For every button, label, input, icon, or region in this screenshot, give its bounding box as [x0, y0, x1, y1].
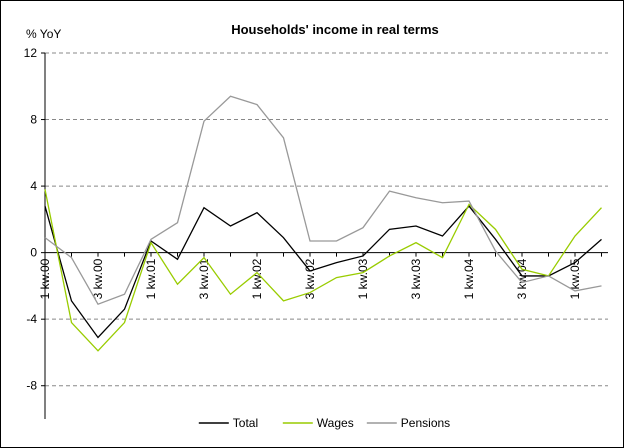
y-tick-label: 8 — [30, 113, 37, 127]
y-tick-label: 12 — [24, 46, 38, 60]
line-series — [44, 95, 602, 306]
legend-label: Pensions — [401, 416, 450, 430]
x-tick-label: 3 kw.00 — [91, 258, 105, 299]
line-series — [44, 189, 602, 352]
legend-label: Wages — [317, 416, 354, 430]
x-tick-label: 3 kw.02 — [303, 258, 317, 299]
x-tick-label: 3 kw.01 — [197, 258, 211, 299]
x-tick-label: 1 kw.03 — [356, 258, 370, 299]
y-tick-label: -8 — [26, 379, 37, 393]
y-tick-label: 4 — [30, 179, 37, 193]
y-tick-label: 0 — [30, 246, 37, 260]
legend-label: Total — [233, 416, 258, 430]
x-tick-label: 3 kw.03 — [409, 258, 423, 299]
x-tick-label: 1 kw.02 — [250, 258, 264, 299]
line-series — [44, 205, 602, 339]
y-axis-label: % YoY — [26, 27, 61, 41]
x-tick-label: 1 kw.00 — [38, 258, 52, 299]
chart-title: Households' income in real terms — [231, 22, 439, 37]
x-tick-label: 3 kw.04 — [515, 258, 529, 299]
x-tick-label: 1 kw.01 — [144, 258, 158, 299]
x-tick-label: 1 kw.04 — [462, 258, 476, 299]
y-tick-label: -4 — [26, 312, 37, 326]
